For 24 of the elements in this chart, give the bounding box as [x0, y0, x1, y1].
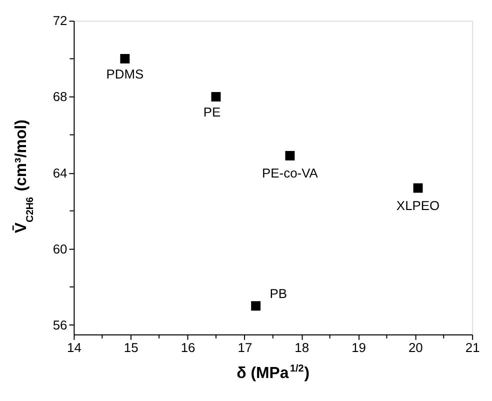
annotation: PDMS — [106, 66, 144, 82]
x-tick-label: 16 — [180, 340, 196, 355]
y-tick-label: 56 — [52, 317, 68, 332]
annotation: PE — [203, 104, 221, 120]
point — [251, 301, 261, 311]
annotation: PE-co-VA — [262, 166, 318, 181]
x-tick-label: 14 — [67, 340, 82, 355]
point — [120, 54, 130, 64]
x-tick-label: 19 — [352, 340, 366, 355]
point — [211, 92, 221, 102]
y-axis-title: V̄C2H6 (cm³/mol) — [12, 120, 36, 234]
x-tick-label: 21 — [465, 340, 480, 355]
y-tick-label: 64 — [52, 165, 68, 180]
annotation: XLPEO — [396, 198, 440, 213]
x-tick-label: 18 — [294, 340, 310, 355]
annotation: PB — [270, 286, 288, 301]
y-tick-label: 60 — [52, 241, 68, 256]
x-tick-label: 17 — [238, 340, 252, 355]
point — [285, 150, 295, 160]
point — [413, 183, 423, 193]
y-tick-label: 72 — [52, 13, 68, 28]
x-tick-label: 15 — [124, 340, 138, 355]
y-tick-label: 68 — [52, 89, 68, 104]
x-tick-label: 20 — [408, 340, 423, 355]
